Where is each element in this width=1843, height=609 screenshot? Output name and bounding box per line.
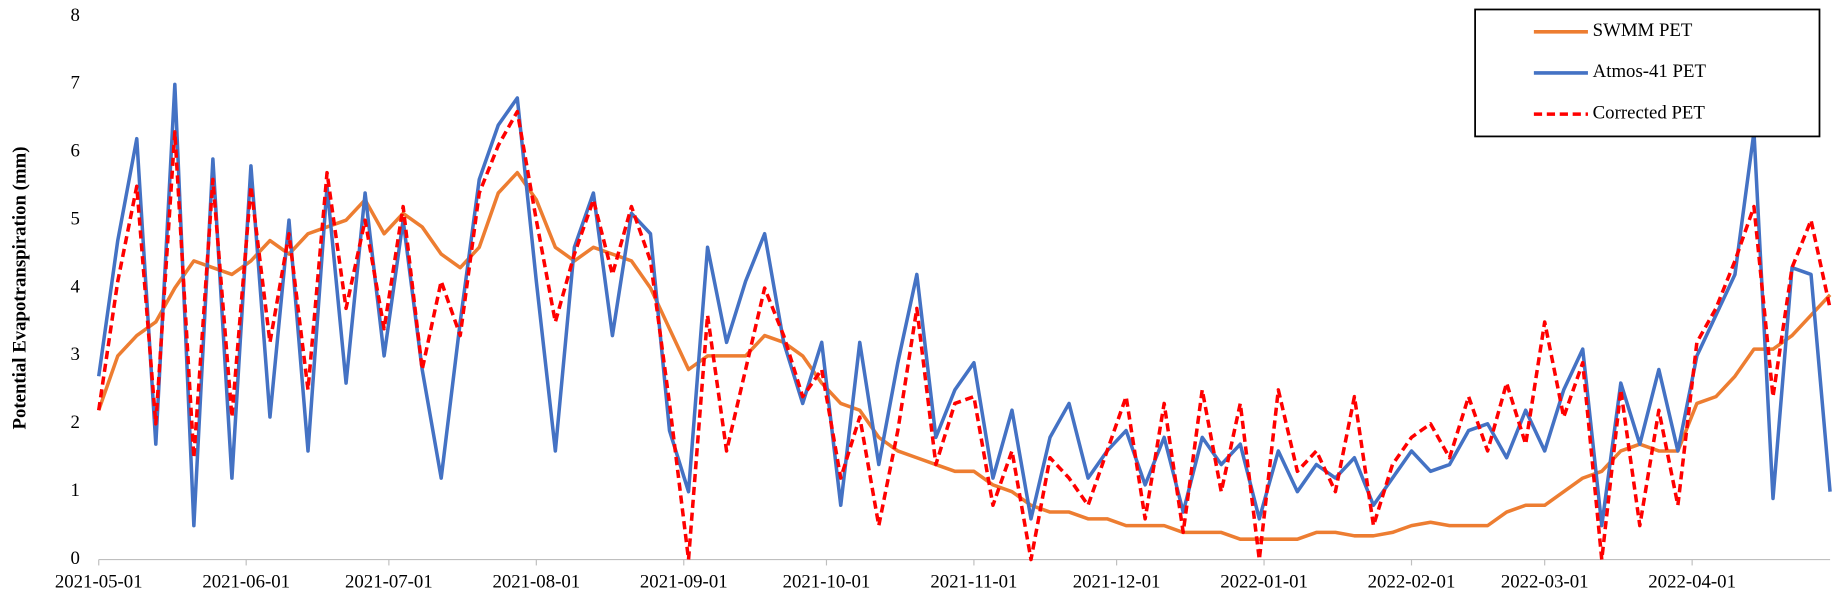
x-tick-label: 2021-06-01 bbox=[202, 571, 290, 592]
series-line bbox=[96, 109, 1832, 562]
y-tick-label: 5 bbox=[71, 208, 80, 229]
y-tick-label: 1 bbox=[71, 480, 80, 501]
legend-label: Atmos-41 PET bbox=[1593, 61, 1707, 82]
y-tick-label: 4 bbox=[71, 276, 81, 297]
y-tick-label: 8 bbox=[71, 5, 80, 26]
x-tick-label: 2022-02-01 bbox=[1368, 571, 1456, 592]
y-tick-label: 0 bbox=[71, 548, 80, 569]
x-tick-label: 2022-03-01 bbox=[1501, 571, 1589, 592]
x-tick-label: 2021-11-01 bbox=[930, 571, 1017, 592]
y-tick-label: 2 bbox=[71, 412, 80, 433]
x-tick-label: 2021-09-01 bbox=[640, 571, 728, 592]
legend-label: Corrected PET bbox=[1593, 102, 1706, 123]
y-tick-label: 6 bbox=[71, 141, 80, 162]
x-tick-label: 2021-08-01 bbox=[492, 571, 580, 592]
x-tick-label: 2021-07-01 bbox=[345, 571, 433, 592]
x-tick-label: 2021-05-01 bbox=[55, 571, 143, 592]
y-tick-label: 7 bbox=[71, 73, 80, 94]
x-tick-label: 2021-10-01 bbox=[783, 571, 871, 592]
series-line bbox=[97, 170, 1832, 541]
x-tick-label: 2022-04-01 bbox=[1648, 571, 1736, 592]
y-tick-label: 3 bbox=[71, 344, 80, 365]
legend-box bbox=[1474, 8, 1821, 138]
series-line bbox=[96, 82, 1832, 528]
legend-label: SWMM PET bbox=[1593, 20, 1693, 41]
y-axis-label: Potential Evapotranspiration (mm) bbox=[9, 147, 30, 430]
x-tick-label: 2022-01-01 bbox=[1220, 571, 1308, 592]
x-tick-label: 2021-12-01 bbox=[1073, 571, 1161, 592]
